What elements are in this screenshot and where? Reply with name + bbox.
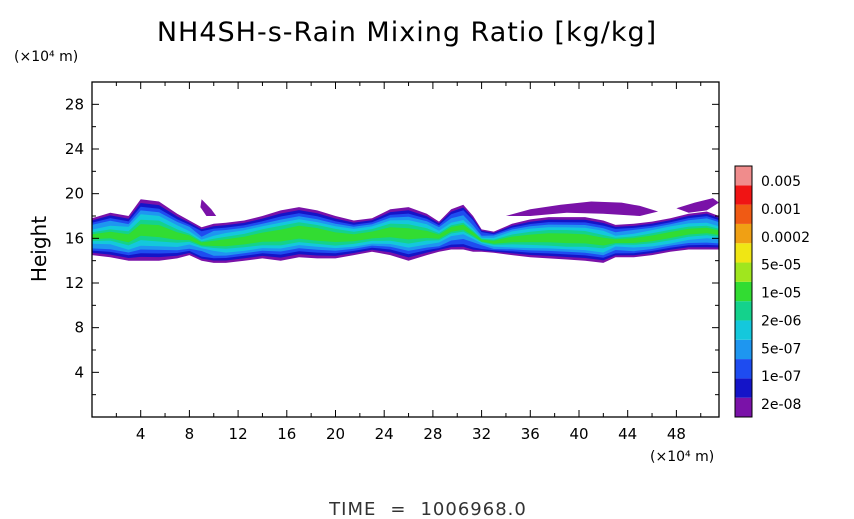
colorbar-swatch — [735, 281, 752, 302]
colorbar-swatch — [735, 185, 752, 205]
upper-wisp-1 — [505, 201, 659, 216]
colorbar-label: 1e-07 — [761, 369, 801, 385]
time-readout: TIME = 1006968.0 — [328, 499, 527, 519]
x-tick-label: 20 — [326, 425, 345, 443]
colorbar-label: 1e-05 — [761, 286, 801, 302]
colorbar-swatch — [735, 204, 752, 224]
colorbar-swatch — [735, 339, 752, 360]
colorbar-swatch — [735, 166, 752, 186]
y-tick-label: 4 — [74, 363, 84, 381]
chart-title: NH4SH-s-Rain Mixing Ratio [kg/kg] — [157, 17, 657, 48]
colorbar-label: 5e-05 — [761, 258, 801, 274]
colorbar-label: 0.0002 — [761, 230, 810, 246]
y-axis-ticks: 4 8 12 16 20 24 28 — [65, 95, 719, 396]
upper-wisp-2 — [676, 198, 719, 213]
y-tick-label: 16 — [65, 229, 84, 247]
colorbar-swatch — [735, 243, 752, 263]
x-tick-label: 16 — [277, 425, 296, 443]
time-equals: = — [390, 499, 406, 519]
colorbar-label: 0.001 — [761, 202, 801, 218]
y-tick-label: 20 — [65, 185, 84, 203]
plot-frame — [91, 81, 720, 418]
colorbar-label: 2e-06 — [761, 313, 801, 329]
colorbar-label: 2e-08 — [761, 397, 801, 413]
x-tick-label: 8 — [185, 425, 195, 443]
colorbar-swatch — [735, 301, 752, 321]
time-value: 1006968.0 — [420, 499, 526, 519]
colorbar: 2e-08 1e-07 5e-07 2e-06 1e-05 5e-05 0.0002 0.00… — [734, 165, 810, 418]
y-tick-label: 28 — [65, 95, 84, 113]
x-tick-label: 44 — [618, 425, 637, 443]
x-tick-label: 12 — [229, 425, 248, 443]
colorbar-swatch — [735, 359, 752, 379]
x-tick-label: 48 — [667, 425, 686, 443]
x-tick-label: 28 — [423, 425, 442, 443]
y-tick-label: 12 — [65, 274, 84, 292]
x-axis-ticks: 4 8 12 16 20 24 28 32 36 40 44 48 — [115, 82, 702, 443]
field-level-6 — [92, 224, 719, 247]
colorbar-swatch — [735, 320, 752, 340]
upper-wisp-0 — [200, 199, 217, 216]
colorbar-frame — [734, 165, 753, 418]
y-tick-label: 24 — [65, 140, 84, 158]
y-axis-label: Height — [27, 216, 51, 282]
time-label: TIME — [328, 499, 376, 519]
mixing-ratio-field — [92, 198, 719, 263]
x-tick-label: 40 — [569, 425, 588, 443]
x-tick-label: 4 — [136, 425, 146, 443]
colorbar-swatch — [735, 262, 752, 282]
y-axis-unit: (×10⁴ m) — [14, 49, 78, 65]
colorbar-label: 5e-07 — [761, 341, 801, 357]
x-tick-label: 32 — [472, 425, 491, 443]
colorbar-swatch — [735, 378, 752, 398]
x-axis-unit: (×10⁴ m) — [650, 449, 714, 465]
colorbar-label: 0.005 — [761, 174, 801, 190]
x-tick-label: 24 — [375, 425, 394, 443]
colorbar-swatch — [735, 223, 752, 244]
x-tick-label: 36 — [521, 425, 540, 443]
colorbar-swatch — [735, 397, 752, 417]
y-tick-label: 8 — [74, 319, 84, 337]
